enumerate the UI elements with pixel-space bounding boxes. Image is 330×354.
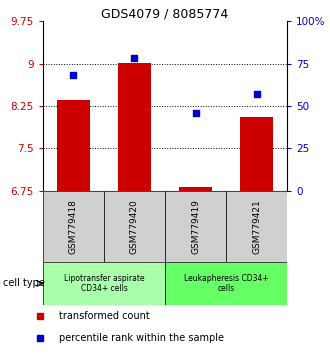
Bar xyxy=(226,190,287,262)
Bar xyxy=(240,117,273,190)
Text: percentile rank within the sample: percentile rank within the sample xyxy=(59,333,224,343)
Bar xyxy=(43,190,104,262)
Bar xyxy=(165,262,287,304)
Point xyxy=(254,91,259,97)
Bar xyxy=(179,187,212,190)
Text: GSM779419: GSM779419 xyxy=(191,199,200,254)
Text: transformed count: transformed count xyxy=(59,312,150,321)
Bar xyxy=(104,190,165,262)
Text: GSM779421: GSM779421 xyxy=(252,199,261,254)
Text: Leukapheresis CD34+
cells: Leukapheresis CD34+ cells xyxy=(184,274,268,293)
Text: GSM779418: GSM779418 xyxy=(69,199,78,254)
Bar xyxy=(57,100,90,190)
Bar xyxy=(43,262,165,304)
Bar xyxy=(165,190,226,262)
Text: cell type: cell type xyxy=(3,278,45,289)
Text: GSM779420: GSM779420 xyxy=(130,199,139,254)
Text: Lipotransfer aspirate
CD34+ cells: Lipotransfer aspirate CD34+ cells xyxy=(64,274,144,293)
Bar xyxy=(118,63,151,190)
Point xyxy=(71,73,76,78)
Point xyxy=(193,110,198,115)
Point xyxy=(132,56,137,61)
Title: GDS4079 / 8085774: GDS4079 / 8085774 xyxy=(101,7,229,20)
